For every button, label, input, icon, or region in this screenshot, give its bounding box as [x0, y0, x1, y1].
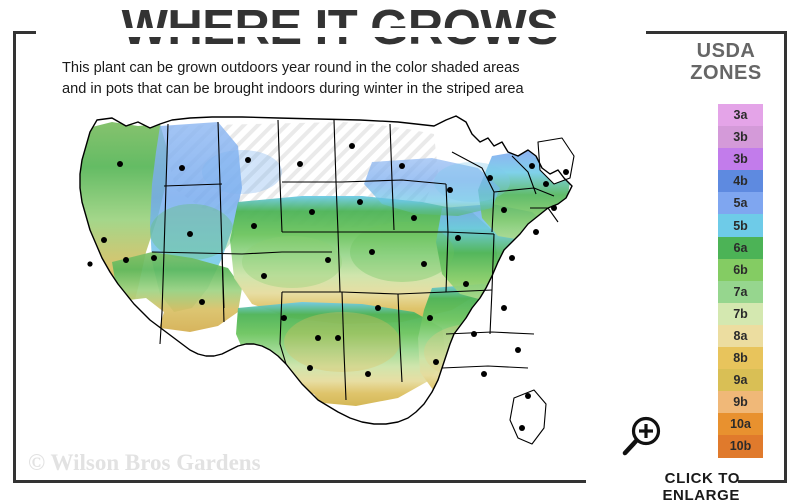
map-svg	[42, 112, 642, 462]
legend-swatch-9a-12: 9a	[718, 369, 763, 392]
legend-swatch-6b-7: 6b	[718, 258, 763, 281]
frame-gap-bottom	[586, 479, 738, 487]
watermark: © Wilson Bros Gardens	[28, 450, 261, 475]
legend-swatch-4b-3: 4b	[718, 170, 763, 193]
legend-swatch-8a-10: 8a	[718, 324, 763, 348]
map-state-borders	[79, 115, 575, 445]
legend-swatch-3a-0: 3a	[718, 104, 763, 127]
legend-swatch-7b-9: 7b	[718, 302, 763, 325]
legend-swatch-3b-2: 3b	[718, 148, 763, 171]
map-city-dots	[87, 143, 569, 431]
legend-swatch-5b-5: 5b	[718, 214, 763, 237]
legend-heading-line-1: USDA	[696, 40, 756, 62]
magnifier-plus-svg	[622, 416, 661, 456]
legend-heading-line-2: ZONES	[690, 62, 762, 84]
subtitle-line-1: This plant can be grown outdoors year ro…	[62, 60, 520, 76]
legend-swatch-3b-1: 3b	[718, 126, 763, 149]
click-to-enlarge-label[interactable]: CLICK TO ENLARGE	[662, 470, 740, 504]
legend-swatch-7a-8: 7a	[718, 280, 763, 303]
usda-zone-map[interactable]	[42, 112, 642, 462]
legend-swatch-5a-4: 5a	[718, 192, 763, 215]
magnifier-plus-icon[interactable]	[620, 415, 664, 459]
legend-swatch-8b-11: 8b	[718, 347, 763, 370]
usda-zone-legend: 3a 3b 3b 4b 5a 5b 6a 6b 7a 7b 8a 8b 9a 9b 10a 10b	[718, 104, 763, 458]
legend-swatch-6a-6: 6a	[718, 236, 763, 259]
legend-swatch-10a-14: 10a	[718, 413, 763, 436]
legend-swatch-10b-15: 10b	[718, 435, 763, 458]
subtitle-text: This plant can be grown outdoors year ro…	[62, 58, 628, 100]
legend-swatch-9b-13: 9b	[718, 391, 763, 414]
legend-heading: USDA ZONES	[668, 40, 784, 84]
subtitle-line-2: and in pots that can be brought indoors …	[62, 81, 524, 97]
frame-gap-title	[36, 28, 646, 37]
